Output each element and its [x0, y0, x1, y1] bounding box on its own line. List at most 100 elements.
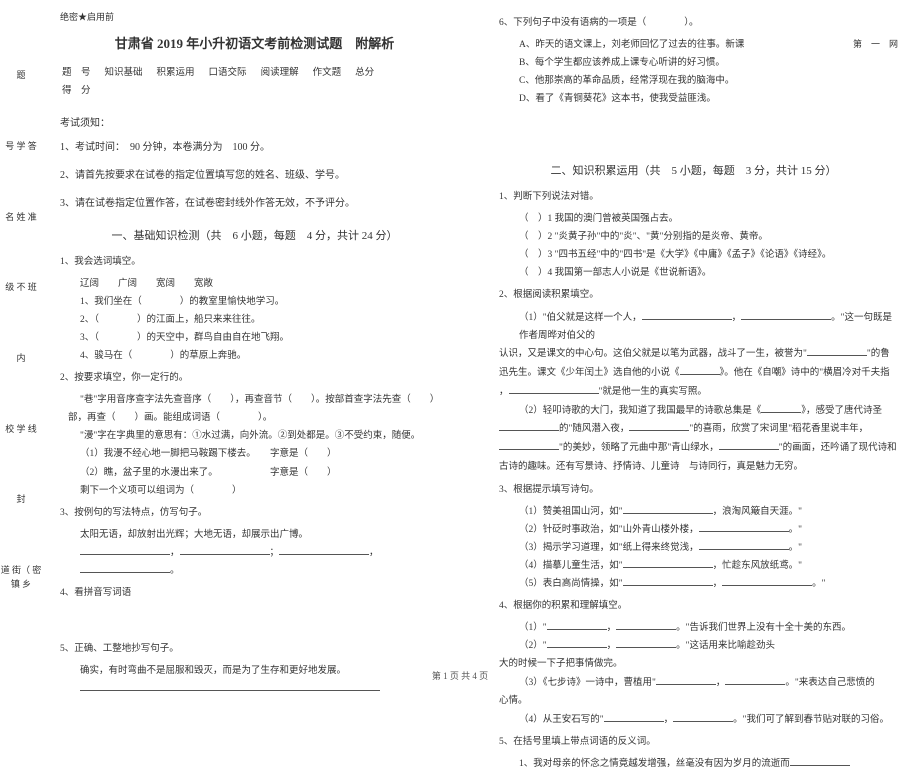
q6-b: B、每个学生都应该养成上课专心听讲的好习惯。	[519, 54, 898, 72]
r4a: （1）"	[519, 623, 547, 633]
score-c: 阅读理解	[259, 64, 301, 78]
r2-line5: （2）轻叩诗歌的大门，我知道了我国最早的诗歌总集是《 》，感受了唐代诗圣	[519, 402, 898, 420]
r3g: （4）描摹儿童生活，如"	[519, 561, 623, 571]
r1b: （ ）2 "炎黄子孙"中的"炎"、"黄"分别指的是炎帝、黄帝。	[519, 228, 898, 246]
margin-label: 内	[0, 351, 42, 365]
net-label: 第 一 网	[853, 36, 898, 53]
r3i: （5）表白高尚情操，如"	[519, 579, 623, 589]
r3b: ，浪淘风簸自天涯。"	[713, 507, 802, 517]
r4m: ，	[664, 715, 674, 725]
score-c: 口语交际	[207, 64, 249, 78]
r2d: "的鲁	[867, 349, 890, 359]
notice-3: 3、请在试卷指定位置作答，在试卷密封线外作答无效，不予评分。	[60, 195, 459, 213]
r4e: ，	[607, 641, 617, 651]
r4-2: （2）"，。"这话用来比喻趁劲头	[519, 637, 898, 655]
q1-words: 辽阔 广阔 宽阔 宽敞	[80, 275, 459, 293]
r4c: 。"告诉我们世界上没有十全十美的东西。	[676, 623, 851, 633]
r4n: 。"我们可了解到春节贴对联的习俗。	[733, 715, 889, 725]
q5: 5、正确、工整地抄写句子。	[60, 640, 459, 658]
margin-label: 道 街（ 密 镇 乡	[0, 563, 42, 592]
r4d: （2）"	[519, 641, 547, 651]
r2-line7: "的美妙，领略了元曲中那"青山绿水， "的画面，还吟诵了现代诗和	[499, 439, 898, 458]
r3j: ，	[713, 579, 723, 589]
r4-4: （4）从王安石写的"，。"我们可了解到春节贴对联的习俗。	[519, 711, 898, 729]
r2e: 迅先生。课文《少年闰土》选自他的小说《	[499, 368, 680, 378]
r3e: （3）揭示学习道理，如"纸上得来终觉浅，	[519, 543, 699, 553]
r3d: 。"	[789, 525, 802, 535]
r2k: 的"随风潜入夜，	[559, 424, 629, 434]
margin-label: 号 学 答	[0, 139, 42, 153]
q2-b: 部，再查（ ）画。能组成词语（ ）。	[68, 409, 459, 427]
r2: 2、根据阅读积累填空。	[499, 286, 898, 304]
margin-label: 校 学 线	[0, 422, 42, 436]
r5a: 1、我对母亲的怀念之情竟越发增强，丝毫没有因为岁月的流逝而	[519, 759, 790, 769]
r3-2: （2）针砭时事政治，如"山外青山楼外楼， 。"	[519, 521, 898, 539]
r5-1: 1、我对母亲的怀念之情竟越发增强，丝毫没有因为岁月的流逝而	[519, 755, 898, 773]
q6-a: A、昨天的语文课上，刘老师回忆了过去的往事。新课 第 一 网	[519, 36, 898, 54]
r1d: （ ）4 我国第一部志人小说是《世说新语》。	[519, 264, 898, 282]
r3-5: （5）表白高尚情操，如" ， 。"	[519, 575, 898, 593]
r3a: （1）赞美祖国山河，如"	[519, 507, 623, 517]
r2-line2: 认识，又是课文的中心句。这伯父就是以笔为武器，战斗了一生，被誉为" "的鲁	[499, 345, 898, 364]
section-1-heading: 一、基础知识检测（共 6 小题，每题 4 分，共计 24 分）	[50, 227, 459, 243]
margin-label: 题	[0, 68, 42, 82]
q2-a: "巷"字用音序查字法先查音序（ ），再查音节（ ）。按部首查字法先查（ ）	[80, 391, 459, 409]
r2m: "的美妙，领略了元曲中那"青山绿水，	[559, 443, 719, 453]
r3: 3、根据提示填写诗句。	[499, 481, 898, 499]
notice-heading: 考试须知：	[60, 114, 459, 129]
r2g: ，	[499, 387, 509, 397]
q6-c: C、他那崇高的革命品质，经常浮现在我的脑海中。	[519, 72, 898, 90]
q2-c: "漫"字在字典里的意思有：①水过满，向外流。②到处都是。③不受约束，随便。	[80, 427, 459, 445]
q2-f: 剩下一个义项可以组词为（ ）	[80, 482, 459, 500]
r3-4: （4）描摹儿童生活，如" ，忙趁东风放纸鸢。"	[519, 557, 898, 575]
r2-line3: 迅先生。课文《少年闰土》选自他的小说《 》。他在《自嘲》诗中的"横眉冷对千夫指	[499, 364, 898, 383]
r4-3b: 心情。	[499, 692, 898, 711]
score-c: 积累运用	[155, 64, 197, 78]
q3: 3、按例句的写法特点，仿写句子。	[60, 504, 459, 522]
q6a-text: A、昨天的语文课上，刘老师回忆了过去的往事。新课	[519, 40, 744, 50]
r2-line4: ，"就是他一生的真实写照。	[499, 383, 898, 402]
notice-2: 2、请首先按要求在试卷的指定位置填写您的姓名、班级、学号。	[60, 167, 459, 185]
r2f: 》。他在《自嘲》诗中的"横眉冷对千夫指	[720, 368, 890, 378]
r1a: （ ）1 我国的澳门曾被英国强占去。	[519, 210, 898, 228]
r2j: 》，感受了唐代诗圣	[801, 406, 882, 416]
q1-4: 4、骏马在（ ）的草原上奔驰。	[80, 347, 459, 365]
r2-line1: （1）"伯父就是这样一个人，，。"这一句既是作者周晔对伯父的	[519, 309, 898, 345]
r2-line6: 的"随风潜入夜，"的喜雨，欣赏了宋词里"稻花香里说丰年，	[499, 420, 898, 439]
q1-1: 1、我们坐在（ ）的教室里愉快地学习。	[80, 293, 459, 311]
r2-line8: 古诗的趣味。还有写景诗、抒情诗、儿童诗 与诗同行，真是魅力无穷。	[499, 458, 898, 477]
r2i: （2）轻叩诗歌的大门，我知道了我国最早的诗歌总集是《	[519, 406, 761, 416]
q2: 2、按要求填空，你一定行的。	[60, 369, 459, 387]
score-c: 总分	[353, 64, 376, 78]
q1: 1、我会选词填空。	[60, 253, 459, 271]
score-got: 得 分	[60, 82, 459, 96]
r1: 1、判断下列说法对错。	[499, 188, 898, 206]
secret-label: 绝密★启用前	[60, 10, 459, 23]
margin-label: 封	[0, 492, 42, 506]
score-c: 知识基础	[103, 64, 145, 78]
q2-e: （2）瞧，盆子里的水漫出来了。 字意是（ ）	[80, 464, 459, 482]
score-h: 题 号	[60, 64, 93, 78]
r3-3: （3）揭示学习道理，如"纸上得来终觉浅， 。"	[519, 539, 898, 557]
r3-1: （1）赞美祖国山河，如" ，浪淘风簸自天涯。"	[519, 503, 898, 521]
r3h: ，忙趁东风放纸鸢。"	[713, 561, 802, 571]
notice-1: 1、考试时间： 90 分钟，本卷满分为 100 分。	[60, 139, 459, 157]
r2c: 认识，又是课文的中心句。这伯父就是以笔为武器，战斗了一生，被誉为"	[499, 349, 807, 359]
r2n: "的画面，还吟诵了现代诗和	[779, 443, 897, 453]
r3k: 。"	[812, 579, 825, 589]
q2-d: （1）我漫不经心地一脚把马鞍踢下楼去。 字意是（ ）	[80, 445, 459, 463]
right-column: 6、下列句子中没有语病的一项是（ ）。 A、昨天的语文课上，刘老师回忆了过去的往…	[481, 0, 920, 660]
exam-title: 甘肃省 2019 年小升初语文考前检测试题 附解析	[50, 33, 459, 52]
left-column: 绝密★启用前 甘肃省 2019 年小升初语文考前检测试题 附解析 题 号 知识基…	[42, 0, 481, 660]
margin-label: 级 不 班	[0, 280, 42, 294]
q4: 4、看拼音写词语	[60, 584, 459, 602]
r3f: 。"	[789, 543, 802, 553]
r3c: （2）针砭时事政治，如"山外青山楼外楼，	[519, 525, 699, 535]
r1c: （ ）3 "四书五经"中的"四书"是《大学》《中庸》《孟子》《论语》《诗经》。	[519, 246, 898, 264]
r2a: （1）"伯父就是这样一个人，	[519, 313, 642, 323]
r5: 5、在括号里填上带点词语的反义词。	[499, 733, 898, 751]
score-header: 题 号 知识基础 积累运用 口语交际 阅读理解 作文题 总分	[60, 64, 459, 78]
q3-a: 太阳无语，却放射出光辉；大地无语，却展示出广博。	[80, 526, 459, 544]
r4-1: （1）"，。"告诉我们世界上没有十全十美的东西。	[519, 619, 898, 637]
q1-2: 2、（ ）的江面上，船只来来往往。	[80, 311, 459, 329]
